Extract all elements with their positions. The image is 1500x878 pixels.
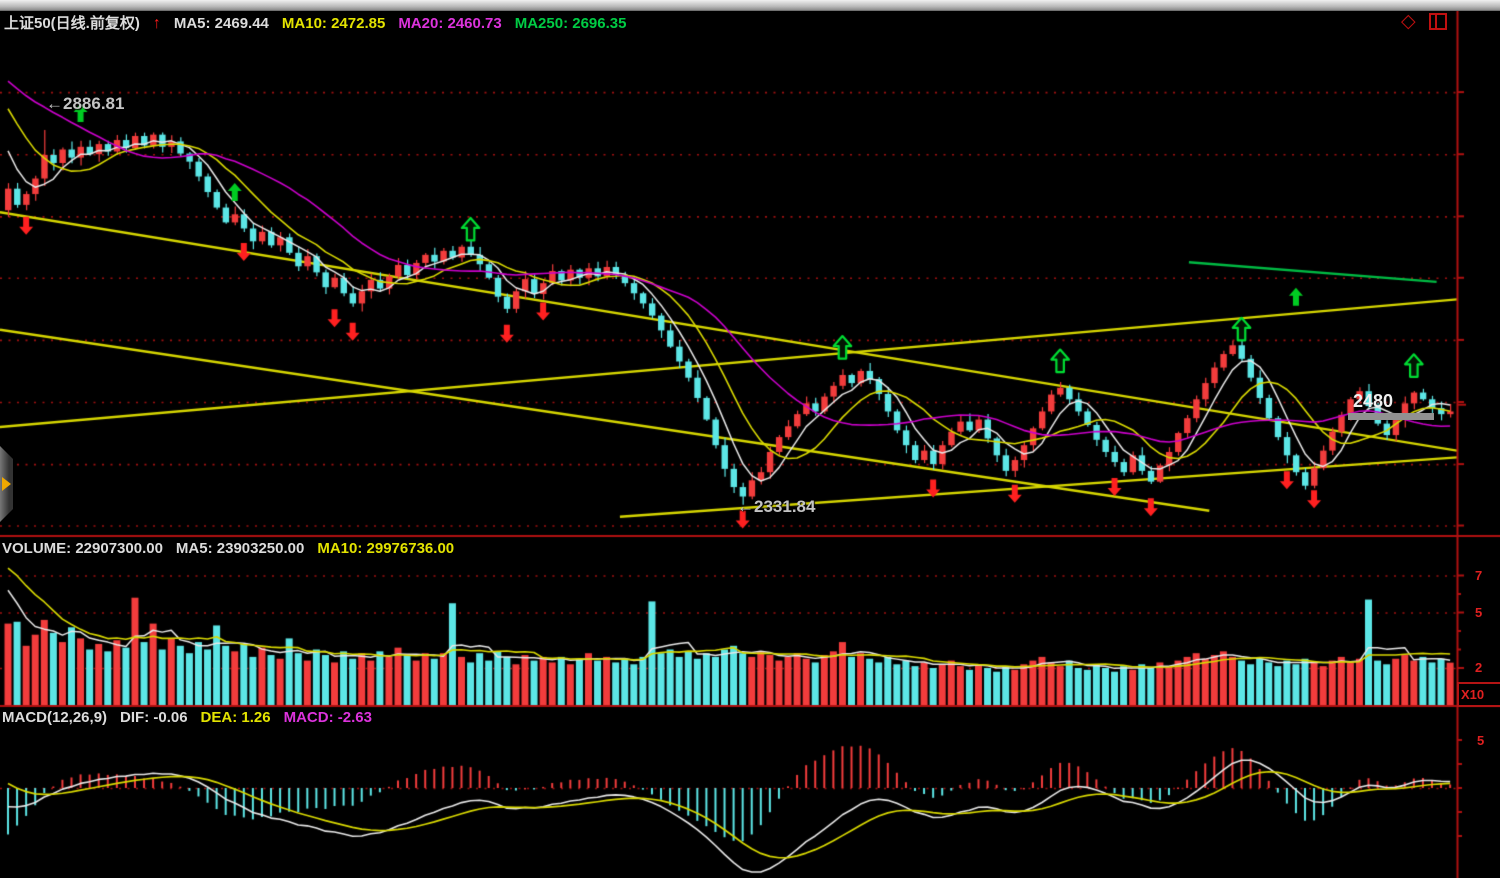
ma20-value: MA20: 2460.73 (398, 15, 502, 32)
volume-unit-box: X10 (1457, 682, 1500, 707)
sidebar-expand-handle[interactable] (0, 446, 13, 522)
expand-triangle-icon (2, 477, 11, 491)
dea-value: DEA: 1.26 (200, 709, 271, 726)
window-titlebar-strip (0, 0, 1500, 11)
volume-ma5-value: MA5: 23903250.00 (175, 540, 305, 557)
ma10-value: MA10: 2472.85 (281, 15, 386, 32)
low-price-label: ←2331.84 (737, 497, 816, 516)
volume-axis-tick-5: 5 (1475, 605, 1483, 620)
last-price-marker-bar (1348, 413, 1434, 420)
dif-value: DIF: -0.06 (120, 709, 188, 726)
ma5-value: MA5: 2469.44 (173, 15, 269, 32)
last-price-label: 2480 (1353, 391, 1394, 411)
volume-value: VOLUME: 22907300.00 (2, 540, 163, 557)
macd-panel-header: MACD(12,26,9) DIF: -0.06 DEA: 1.26 MACD: -2… (2, 709, 385, 726)
macd-params-label: MACD(12,26,9) (2, 709, 108, 726)
split-window-icon[interactable] (1429, 13, 1447, 30)
macd-value: MACD: -2.63 (283, 709, 372, 726)
price-panel-header: 上证50(日线.前复权) ↑ MA5: 2469.44 MA10: 2472.85 MA… (4, 12, 639, 33)
ma250-value: MA250: 2696.35 (514, 15, 627, 32)
split-window-icon-divider (1435, 15, 1437, 28)
volume-ma10-value: MA10: 29976736.00 (317, 540, 455, 557)
diamond-icon[interactable]: ◇ (1401, 11, 1416, 32)
volume-axis-tick-7: 7 (1475, 568, 1483, 583)
high-price-label: ←2886.81 (46, 94, 125, 113)
volume-axis-tick-2: 2 (1475, 660, 1483, 675)
up-arrow-icon: ↑ (152, 15, 161, 32)
macd-axis-tick-5: 5 (1477, 733, 1485, 748)
instrument-title: 上证50(日线.前复权) (4, 15, 140, 32)
volume-panel-header: VOLUME: 22907300.00 MA5: 23903250.00 MA10:… (2, 540, 467, 557)
